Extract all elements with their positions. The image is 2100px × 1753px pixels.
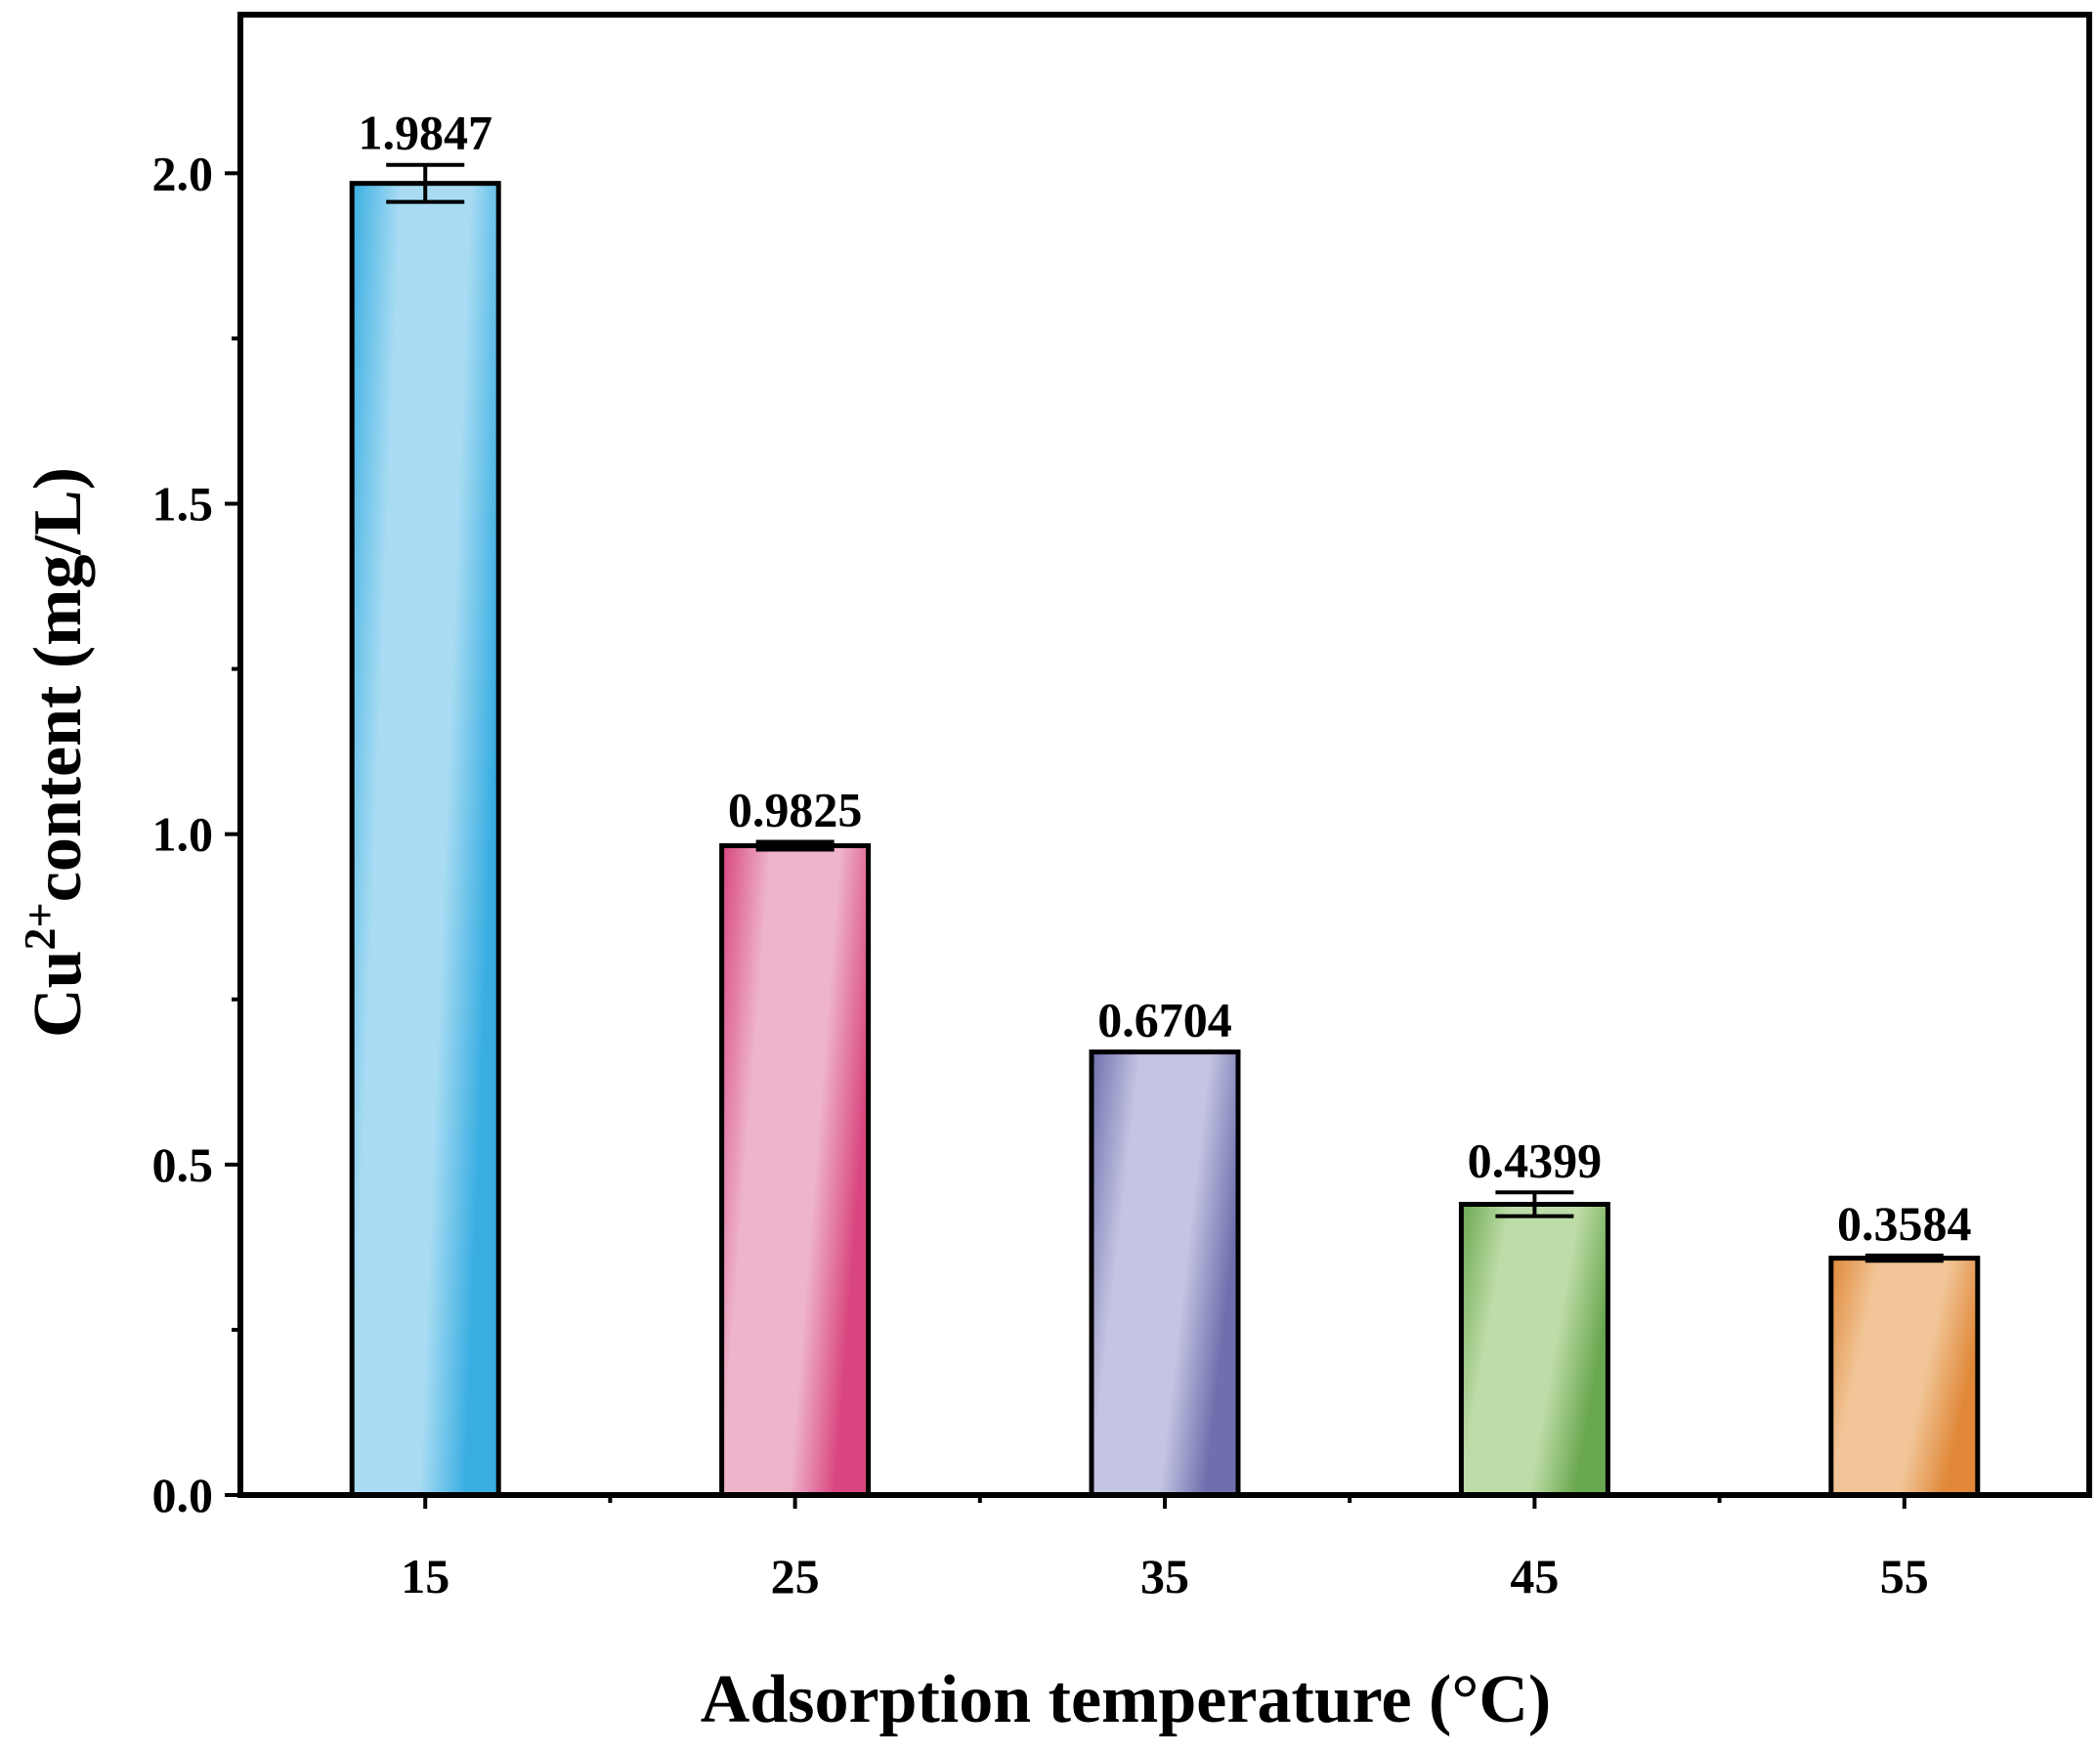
y-tick-label-0.0: 0.0 bbox=[152, 1468, 214, 1522]
error-bars-layer bbox=[386, 162, 1944, 1263]
y-axis-title: Cu2+content (mg/L) bbox=[15, 467, 96, 1038]
bars-layer bbox=[349, 181, 1981, 1498]
y-tick-label-0.5: 0.5 bbox=[152, 1137, 214, 1192]
y-tick-label-1.0: 1.0 bbox=[152, 807, 214, 862]
value-label-25: 0.9825 bbox=[728, 782, 863, 836]
y-axis-title-superscript: 2+ bbox=[15, 902, 64, 950]
bar-25 bbox=[719, 842, 872, 1498]
plot-frame bbox=[237, 12, 2092, 1498]
x-tick-label-45: 45 bbox=[1510, 1549, 1559, 1603]
y-axis-title-prefix: Cu bbox=[21, 950, 96, 1037]
y-tick-label-1.5: 1.5 bbox=[152, 476, 214, 531]
axes-layer: 15 25 35 45 55 0.0 0.5 1.0 1.5 2.0 bbox=[152, 12, 2092, 1603]
x-tick-label-55: 55 bbox=[1880, 1549, 1929, 1603]
value-labels-layer: 1.9847 0.9825 0.6704 0.4399 0.3584 bbox=[358, 106, 1971, 1251]
x-tick-label-35: 35 bbox=[1140, 1549, 1189, 1603]
value-label-45: 0.4399 bbox=[1468, 1133, 1603, 1187]
x-axis-title: Adsorption temperature (°C) bbox=[701, 1662, 1551, 1737]
y-axis-title-suffix: content (mg/L) bbox=[21, 467, 96, 902]
value-label-55: 0.3584 bbox=[1837, 1196, 1972, 1251]
x-tick-label-15: 15 bbox=[401, 1549, 450, 1603]
bar-15 bbox=[349, 181, 501, 1498]
bar-45 bbox=[1458, 1201, 1610, 1498]
bar-55 bbox=[1828, 1256, 1981, 1498]
value-label-35: 0.6704 bbox=[1097, 993, 1232, 1048]
x-tick-label-25: 25 bbox=[771, 1549, 820, 1603]
y-tick-label-2.0: 2.0 bbox=[152, 146, 214, 200]
value-label-15: 1.9847 bbox=[358, 106, 493, 160]
bar-35 bbox=[1089, 1049, 1241, 1498]
